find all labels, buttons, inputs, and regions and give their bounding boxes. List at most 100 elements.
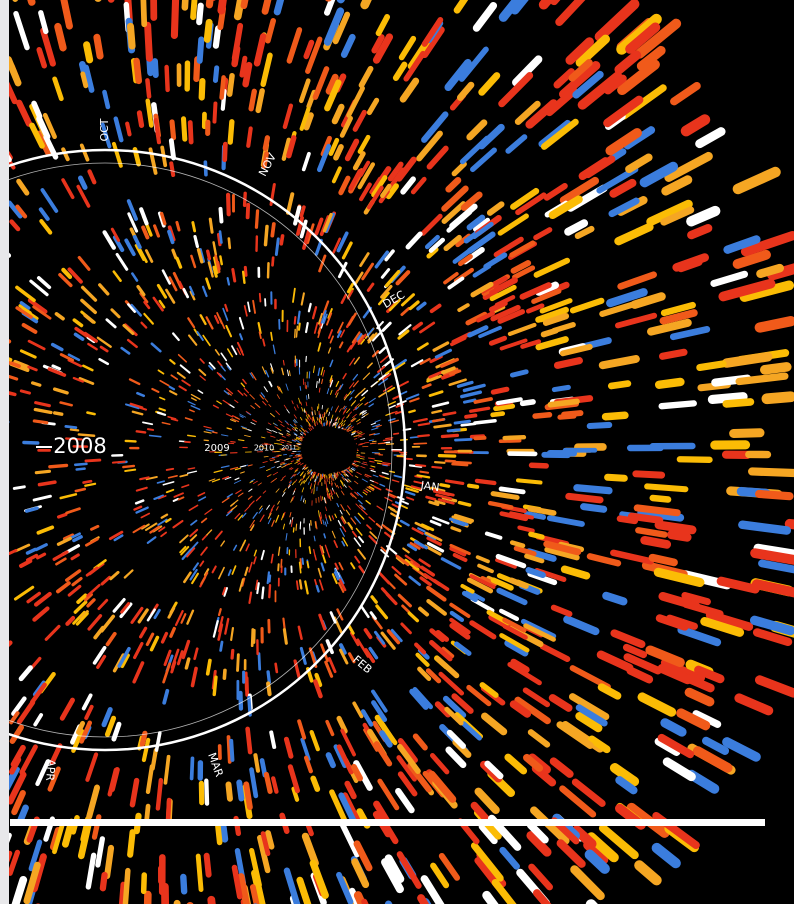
dash [299, 439, 303, 442]
dash [19, 389, 31, 395]
dash [322, 313, 328, 324]
dash [58, 272, 73, 288]
dash [473, 418, 497, 425]
dash [24, 506, 39, 513]
dash [390, 628, 403, 643]
dash [299, 219, 308, 239]
dash [441, 646, 455, 659]
dash [584, 849, 610, 874]
dash [187, 120, 194, 145]
dash [400, 499, 409, 505]
dash [303, 112, 314, 131]
dash [350, 401, 356, 407]
dash [179, 534, 189, 544]
dash [73, 600, 88, 614]
dash [265, 468, 271, 471]
dash [101, 707, 113, 728]
dash [449, 602, 471, 618]
dash [279, 386, 283, 394]
dash [470, 842, 504, 882]
dash [464, 413, 478, 419]
dash [30, 656, 42, 670]
dash [27, 339, 46, 351]
dash [124, 439, 137, 443]
dash [333, 472, 336, 476]
dash [219, 823, 229, 843]
dash [499, 511, 529, 522]
dash [313, 322, 319, 334]
dash [339, 648, 349, 665]
dash [358, 565, 365, 574]
dash [270, 504, 275, 511]
dash [249, 372, 254, 379]
dash [219, 640, 224, 652]
dash [439, 483, 451, 488]
dash [384, 269, 401, 288]
dash [478, 325, 502, 339]
dash [323, 0, 336, 16]
dash [415, 652, 430, 667]
dash [680, 114, 711, 137]
dash [307, 302, 312, 313]
dash [339, 509, 343, 515]
dash [223, 587, 229, 597]
dash [200, 517, 208, 524]
dash [350, 339, 358, 350]
dash [330, 389, 333, 395]
dash [382, 385, 393, 392]
dash [507, 661, 542, 686]
dash [322, 519, 325, 526]
dash [69, 428, 80, 432]
dash [636, 45, 666, 71]
dash [252, 511, 258, 519]
dash [346, 408, 351, 414]
dash [558, 61, 601, 99]
dash [401, 604, 411, 614]
dash [275, 514, 280, 523]
dash [303, 464, 307, 467]
dash [296, 458, 300, 461]
dash [302, 473, 306, 478]
dash [119, 602, 133, 619]
dash [126, 199, 138, 221]
dash [357, 334, 364, 343]
dash [249, 394, 255, 400]
dash [226, 365, 231, 371]
dash [449, 617, 471, 635]
dash [330, 406, 333, 411]
dash [261, 0, 272, 15]
dash [343, 419, 346, 423]
dash [181, 0, 189, 11]
dash [130, 606, 144, 624]
dash [190, 541, 199, 551]
dash [311, 306, 318, 320]
dash [286, 135, 297, 159]
dash [286, 430, 290, 433]
dash [366, 486, 374, 492]
dash [623, 126, 656, 150]
dash [78, 377, 95, 385]
dash [596, 650, 634, 673]
dash [168, 276, 178, 292]
dash [241, 512, 247, 518]
dash [434, 348, 452, 359]
dash [417, 434, 430, 438]
dash [105, 318, 117, 329]
dash [286, 27, 303, 64]
dash [381, 471, 389, 475]
dash [353, 891, 367, 904]
dash [514, 100, 541, 125]
dash [295, 440, 300, 442]
dash [400, 504, 408, 510]
dash [301, 487, 305, 493]
dash [465, 589, 486, 602]
dash [307, 417, 310, 421]
dash [646, 199, 693, 227]
dash [380, 183, 392, 199]
dash [359, 182, 372, 202]
dash [80, 71, 89, 89]
dash [409, 560, 419, 568]
dash [189, 290, 196, 301]
dash [517, 525, 535, 533]
dash [100, 614, 116, 633]
